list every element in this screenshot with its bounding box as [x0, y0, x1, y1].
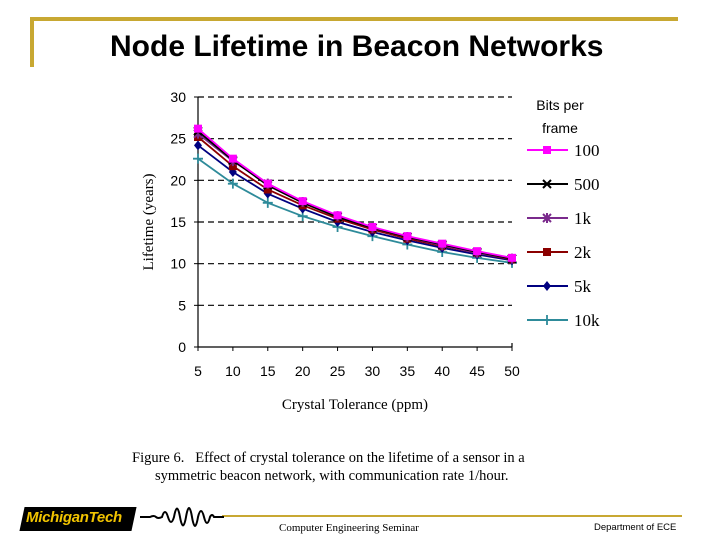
series-line-5k [197, 144, 513, 262]
legend-title-line2: frame [542, 120, 578, 136]
x-tick-label-50: 50 [504, 363, 520, 379]
series-line-1k [197, 132, 513, 260]
legend-marker-1k [542, 213, 552, 223]
series-1k [193, 128, 517, 264]
series-line-2k [197, 136, 513, 261]
legend-label-1k: 1k [574, 209, 592, 228]
footer-department: Department of ECE [594, 522, 677, 533]
frame-top-bar [30, 17, 678, 21]
grid-lines [198, 96, 512, 306]
y-tick-label-0: 0 [178, 339, 186, 355]
x-tick-label-45: 45 [469, 363, 485, 379]
x-tick-label-25: 25 [330, 363, 346, 379]
y-tick-label-25: 25 [170, 131, 186, 147]
waveform-icon [140, 507, 224, 527]
legend-marker-5k [543, 281, 551, 291]
point-2k-15 [263, 185, 272, 194]
series-2k [194, 133, 516, 264]
y-tick-label-20: 20 [170, 172, 186, 188]
point-5k-5 [194, 140, 202, 151]
series-line-100 [197, 127, 513, 259]
point-100-25 [333, 211, 342, 220]
legend-item-100: 100 [527, 141, 600, 160]
y-tick-label-15: 15 [170, 214, 186, 230]
point-100-40 [438, 239, 447, 248]
legend-label-100: 100 [574, 141, 600, 160]
point-100-45 [473, 247, 482, 256]
legend-item-2k: 2k [527, 243, 592, 262]
x-tick-label-40: 40 [434, 363, 450, 379]
x-tick-label-20: 20 [295, 363, 311, 379]
point-100-5 [194, 124, 202, 133]
legend: 100 500 1k 2k 5k 10k [527, 141, 600, 330]
legend-label-500: 500 [574, 175, 600, 194]
y-tick-label-10: 10 [170, 256, 186, 272]
series-line-10k [197, 157, 513, 264]
point-100-10 [228, 154, 237, 163]
legend-item-10k: 10k [527, 311, 600, 330]
x-tick-label-35: 35 [400, 363, 416, 379]
legend-title-line1: Bits per [536, 97, 584, 113]
legend-label-10k: 10k [574, 311, 600, 330]
legend-label-2k: 2k [574, 243, 592, 262]
footer-seminar: Computer Engineering Seminar [279, 522, 419, 534]
figure-caption: Figure 6. Effect of crystal tolerance on… [132, 449, 525, 485]
series-5k [194, 140, 516, 266]
y-tick-label-30: 30 [170, 89, 186, 105]
legend-marker-500 [542, 179, 552, 189]
legend-marker-2k [543, 248, 551, 256]
point-100-30 [368, 223, 377, 231]
legend-marker-100 [543, 146, 551, 154]
point-10k-10 [227, 178, 238, 189]
frame-left-bar [30, 17, 34, 67]
legend-label-5k: 5k [574, 277, 592, 296]
caption-label: Figure 6. [132, 450, 185, 466]
point-100-50 [508, 253, 516, 262]
x-axis-label: Crystal Tolerance (ppm) [282, 397, 428, 413]
point-10k-15 [262, 197, 273, 208]
series-100 [194, 124, 516, 262]
caption-line2: symmetric beacon network, with communica… [155, 468, 509, 484]
point-10k-5 [193, 153, 203, 164]
legend-marker-10k [542, 315, 552, 325]
caption-line1: Effect of crystal tolerance on the lifet… [195, 450, 525, 466]
x-tick-label-15: 15 [260, 363, 276, 379]
series-500 [193, 126, 517, 264]
y-tick-label-5: 5 [178, 297, 186, 313]
x-tick-label-30: 30 [365, 363, 381, 379]
legend-item-5k: 5k [527, 277, 592, 296]
y-axis-label: Lifetime (years) [141, 173, 157, 270]
x-tick-label-5: 5 [194, 363, 202, 379]
slide-title: Node Lifetime in Beacon Networks [110, 30, 604, 63]
series-lines [193, 124, 517, 268]
series-line-500 [197, 130, 513, 260]
point-100-20 [298, 197, 307, 206]
point-100-15 [263, 179, 272, 188]
x-tick-label-10: 10 [225, 363, 241, 379]
michigan-tech-logo: MichiganTech [26, 509, 122, 526]
legend-item-500: 500 [527, 175, 600, 194]
legend-item-1k: 1k [527, 209, 592, 228]
footer-rule [222, 515, 682, 517]
point-100-35 [403, 232, 412, 241]
